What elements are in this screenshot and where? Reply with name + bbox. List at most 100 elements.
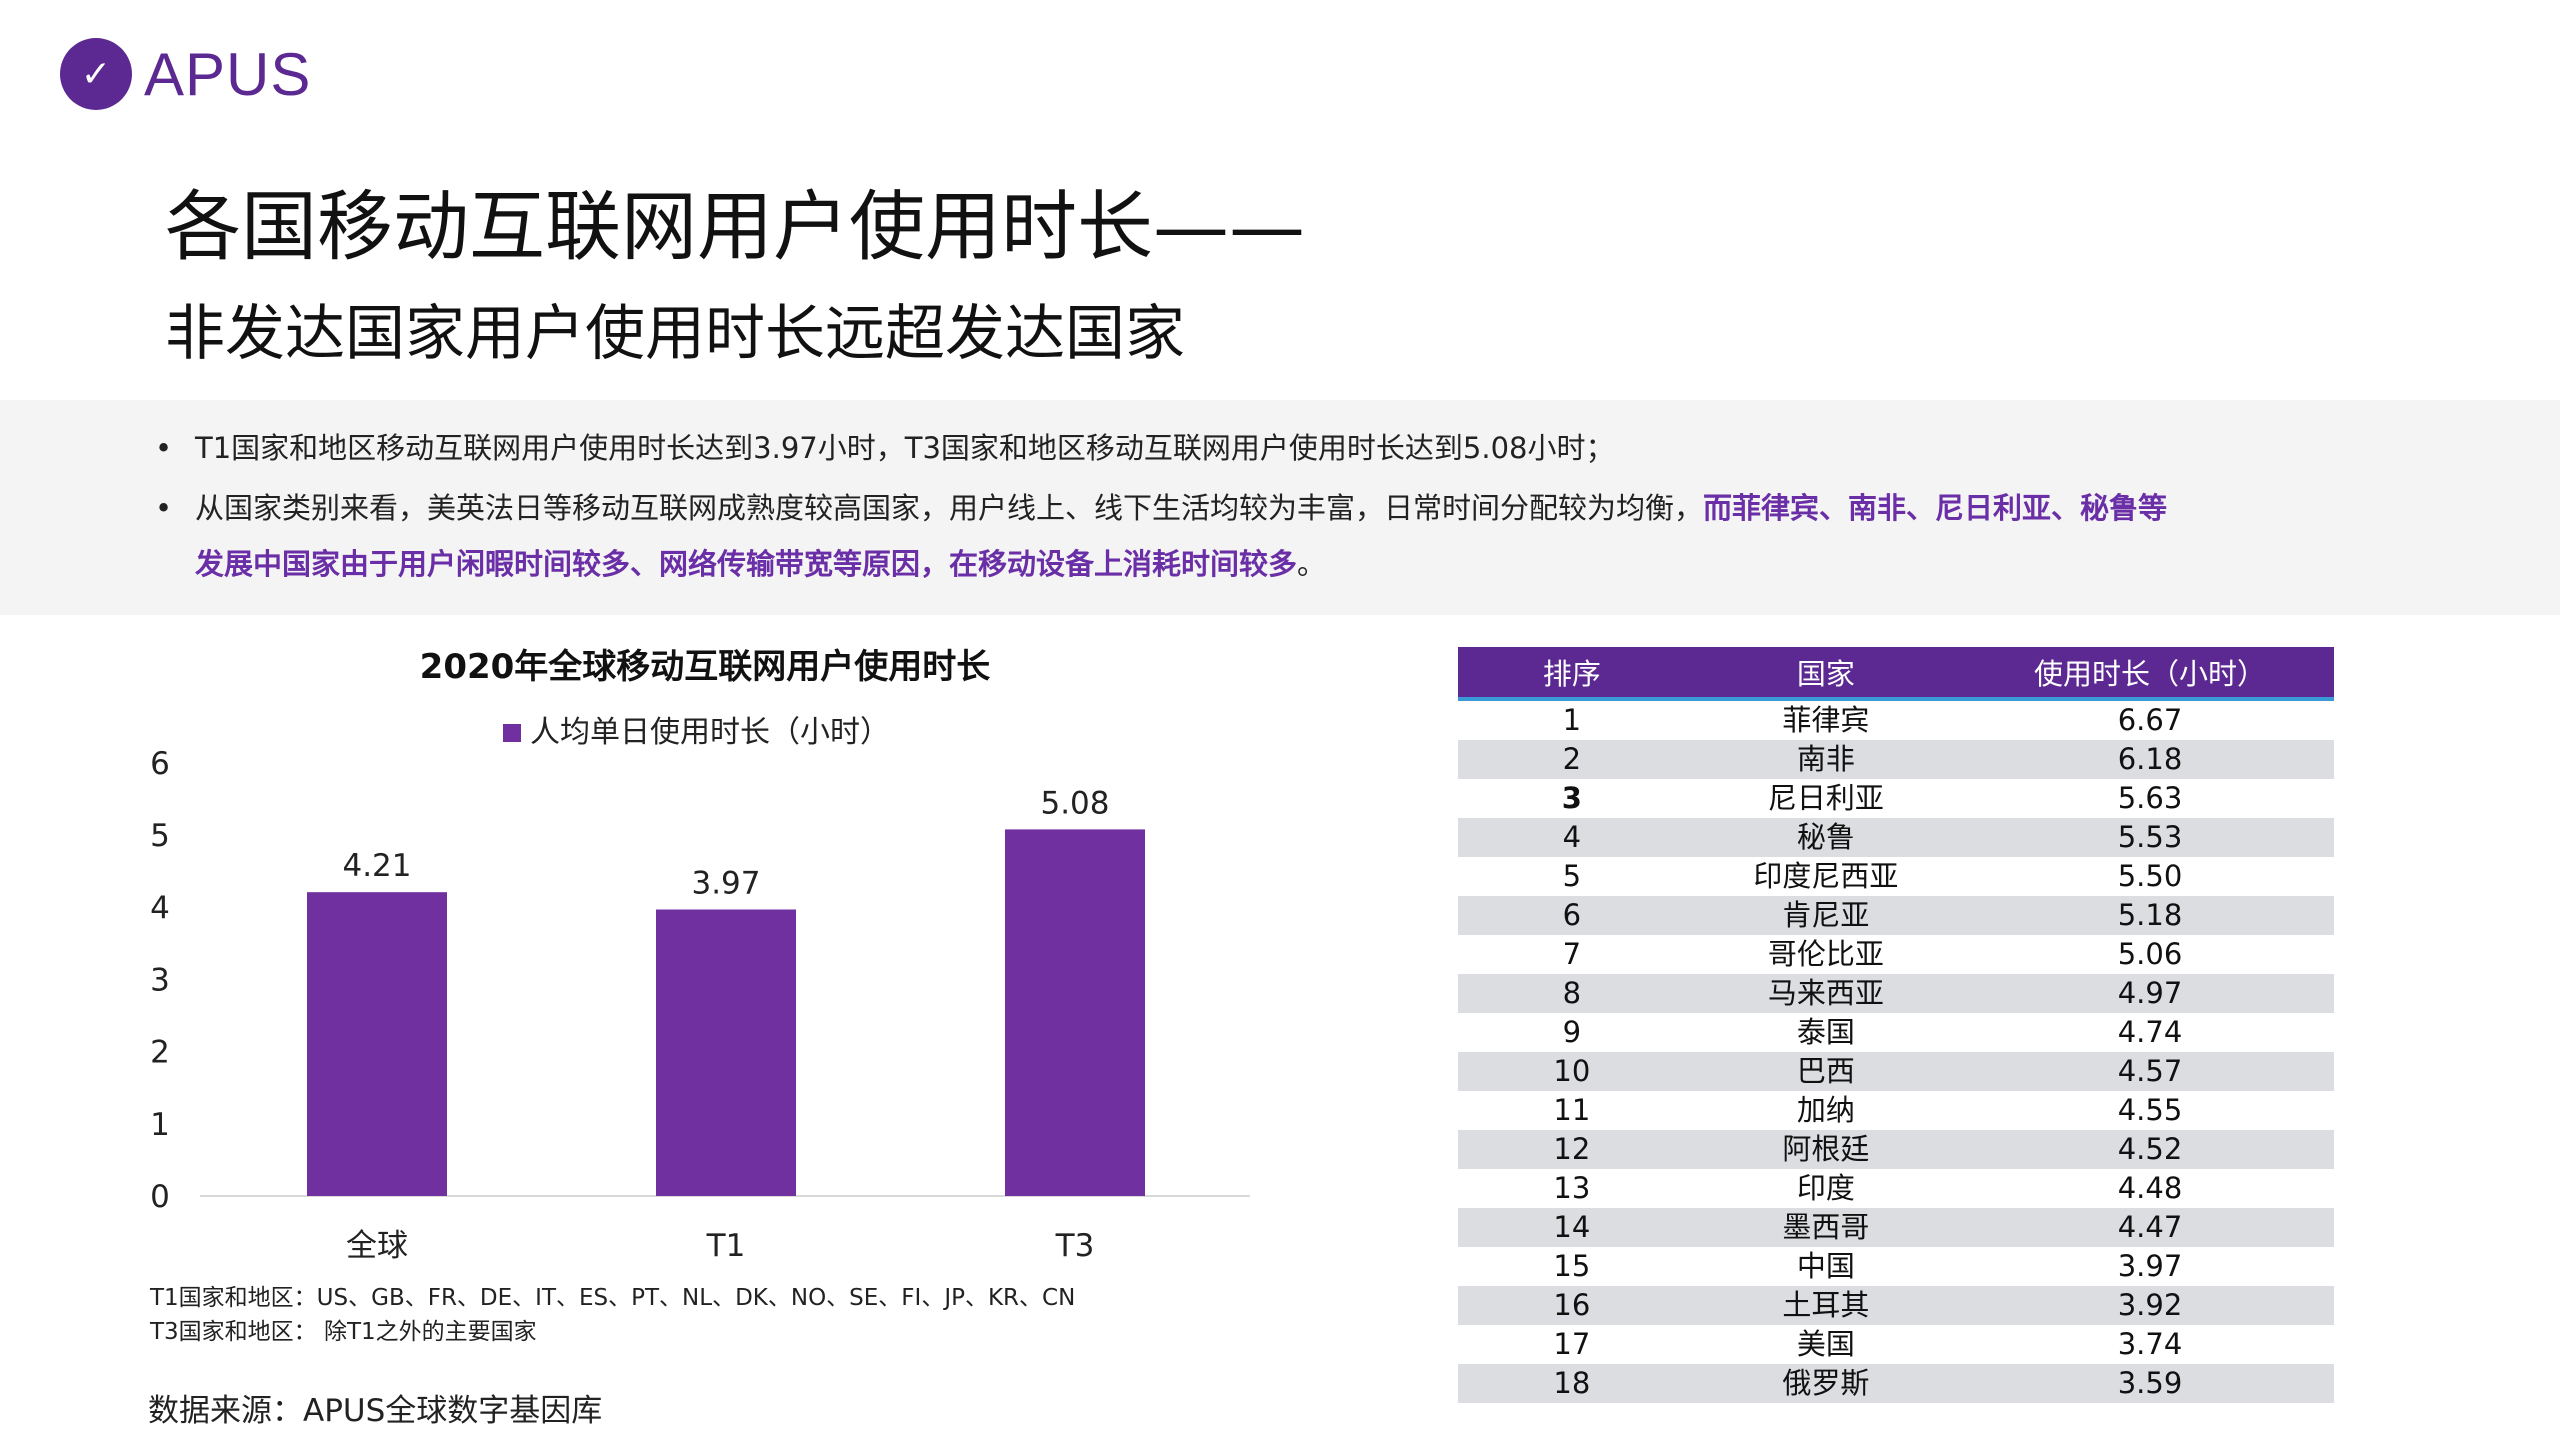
y-tick-label: 2 xyxy=(150,1035,170,1071)
header-country: 国家 xyxy=(1685,647,1967,701)
bar xyxy=(1005,829,1145,1196)
x-tick-label: T3 xyxy=(1055,1228,1095,1264)
rank-cell: 18 xyxy=(1458,1364,1686,1403)
table-row: 9 泰国 4.74 xyxy=(1458,1013,2334,1052)
table-row: 12 阿根廷 4.52 xyxy=(1458,1130,2334,1169)
rank-cell: 11 xyxy=(1553,1093,1591,1127)
y-tick-label: 5 xyxy=(150,818,170,854)
rank-cell: 15 xyxy=(1553,1249,1591,1283)
table-row: 18 俄罗斯 3.59 xyxy=(1458,1364,2334,1403)
rank-cell: 1 xyxy=(1562,703,1582,737)
bullet-tail: 。 xyxy=(1297,547,1327,581)
apus-swift-logo-icon: ✓ xyxy=(60,38,132,110)
country-cell: 加纳 xyxy=(1796,1093,1855,1127)
y-tick-label: 0 xyxy=(150,1179,170,1215)
table-row: 10 巴西 4.57 xyxy=(1458,1052,2334,1091)
summary-band: • T1国家和地区移动互联网用户使用时长达到3.97小时，T3国家和地区移动互联网… xyxy=(0,400,2560,615)
header-hours: 使用时长（小时） xyxy=(1966,647,2334,701)
country-cell: 泰国 xyxy=(1796,1015,1855,1049)
bullet-highlight: 发展中国家由于用户闲暇时间较多、网络传输带宽等原因，在移动设备上消耗时间较多 xyxy=(195,547,1298,581)
country-cell: 南非 xyxy=(1685,740,1967,779)
table-row: 13 印度 4.48 xyxy=(1458,1169,2334,1208)
hours-cell: 6.67 xyxy=(2117,703,2183,737)
country-cell: 秘鲁 xyxy=(1685,818,1967,857)
hours-cell: 5.50 xyxy=(2117,859,2183,893)
hours-cell: 4.97 xyxy=(1966,974,2334,1013)
rank-cell: 16 xyxy=(1458,1286,1686,1325)
ranking-table: 排序 国家 使用时长（小时） 1 菲律宾 6.67 2 南非 6.18 3 尼日利亚 5.63 4… xyxy=(1458,647,2334,1403)
hours-cell: 3.59 xyxy=(1966,1364,2334,1403)
bullet-1: • T1国家和地区移动互联网用户使用时长达到3.97小时，T3国家和地区移动互联网… xyxy=(155,431,1615,465)
table-row: 14 墨西哥 4.47 xyxy=(1458,1208,2334,1247)
country-cell: 土耳其 xyxy=(1685,1286,1967,1325)
rank-cell: 8 xyxy=(1458,974,1686,1013)
hours-cell: 6.18 xyxy=(1966,740,2334,779)
hours-cell: 3.97 xyxy=(2117,1249,2183,1283)
bullet-text: T1国家和地区移动互联网用户使用时长达到3.97小时，T3国家和地区移动互联网用… xyxy=(195,431,1615,465)
rank-cell: 12 xyxy=(1458,1130,1686,1169)
table-header-row: 排序 国家 使用时长（小时） xyxy=(1458,647,2334,701)
rank-cell: 7 xyxy=(1562,937,1582,971)
country-cell: 美国 xyxy=(1796,1327,1855,1361)
y-tick-label: 4 xyxy=(150,890,170,926)
legend-label: 人均单日使用时长（小时） xyxy=(530,715,890,750)
bullet-text: 从国家类别来看，美英法日等移动互联网成熟度较高国家，用户线上、线下生活均较为丰富… xyxy=(195,491,1704,525)
bullet-2: • 从国家类别来看，美英法日等移动互联网成熟度较高国家，用户线上、线下生活均较为丰… xyxy=(155,491,2168,581)
hours-cell: 5.53 xyxy=(1966,818,2334,857)
hours-cell: 4.74 xyxy=(2117,1015,2183,1049)
country-cell: 菲律宾 xyxy=(1782,703,1870,737)
data-source: 数据来源：APUS全球数字基因库 xyxy=(148,1393,603,1429)
country-cell: 印度尼西亚 xyxy=(1753,859,1899,893)
hours-cell: 4.48 xyxy=(2117,1171,2183,1205)
brand-logo: ✓ APUS xyxy=(60,38,311,110)
data-label: 5.08 xyxy=(1040,785,1109,821)
rank-cell: 2 xyxy=(1458,740,1686,779)
bar xyxy=(307,892,447,1196)
bullet-highlight: 而菲律宾、南非、尼日利亚、秘鲁等 xyxy=(1703,491,2168,525)
rank-cell: 5 xyxy=(1562,859,1582,893)
country-cell: 印度 xyxy=(1796,1171,1855,1205)
country-cell: 阿根廷 xyxy=(1685,1130,1967,1169)
y-tick-label: 3 xyxy=(150,963,170,999)
country-cell: 巴西 xyxy=(1685,1052,1967,1091)
note-t1: T1国家和地区：US、GB、FR、DE、IT、ES、PT、NL、DK、NO、SE… xyxy=(150,1285,1076,1311)
rank-cell: 9 xyxy=(1562,1015,1582,1049)
y-tick-label: 1 xyxy=(150,1107,170,1143)
page-subtitle: 非发达国家用户使用时长远超发达国家 xyxy=(165,299,1185,369)
table-row: 11 加纳 4.55 xyxy=(1458,1091,2334,1130)
rank-cell: 17 xyxy=(1553,1327,1591,1361)
hours-cell: 4.52 xyxy=(1966,1130,2334,1169)
bar xyxy=(656,909,796,1196)
country-cell: 马来西亚 xyxy=(1685,974,1967,1013)
hours-cell: 4.57 xyxy=(1966,1052,2334,1091)
table-row: 17 美国 3.74 xyxy=(1458,1325,2334,1364)
hours-cell: 4.55 xyxy=(2117,1093,2183,1127)
table-row: 15 中国 3.97 xyxy=(1458,1247,2334,1286)
x-tick-label: T1 xyxy=(706,1228,746,1264)
country-cell: 哥伦比亚 xyxy=(1767,937,1884,971)
table-row: 2 南非 6.18 xyxy=(1458,740,2334,779)
rank-cell: 4 xyxy=(1458,818,1686,857)
hours-cell: 4.47 xyxy=(1966,1208,2334,1247)
table-row: 5 印度尼西亚 5.50 xyxy=(1458,857,2334,896)
table-row: 6 肯尼亚 5.18 xyxy=(1458,896,2334,935)
table-row: 8 马来西亚 4.97 xyxy=(1458,974,2334,1013)
rank-cell: 3 xyxy=(1561,781,1582,815)
hours-cell: 5.63 xyxy=(2117,781,2183,815)
data-label: 3.97 xyxy=(691,865,760,901)
rank-cell: 6 xyxy=(1458,896,1686,935)
table-row: 3 尼日利亚 5.63 xyxy=(1458,779,2334,818)
table-row: 4 秘鲁 5.53 xyxy=(1458,818,2334,857)
country-cell: 尼日利亚 xyxy=(1767,781,1884,815)
page-title: 各国移动互联网用户使用时长—— xyxy=(165,182,1305,271)
brand-name: APUS xyxy=(144,40,312,108)
country-cell: 中国 xyxy=(1796,1249,1855,1283)
hours-cell: 5.06 xyxy=(2117,937,2183,971)
legend-swatch xyxy=(503,724,521,742)
country-cell: 墨西哥 xyxy=(1685,1208,1967,1247)
rank-cell: 10 xyxy=(1458,1052,1686,1091)
chart-title: 2020年全球移动互联网用户使用时长 xyxy=(420,647,991,687)
x-tick-label: 全球 xyxy=(346,1228,408,1264)
rank-cell: 13 xyxy=(1553,1171,1591,1205)
